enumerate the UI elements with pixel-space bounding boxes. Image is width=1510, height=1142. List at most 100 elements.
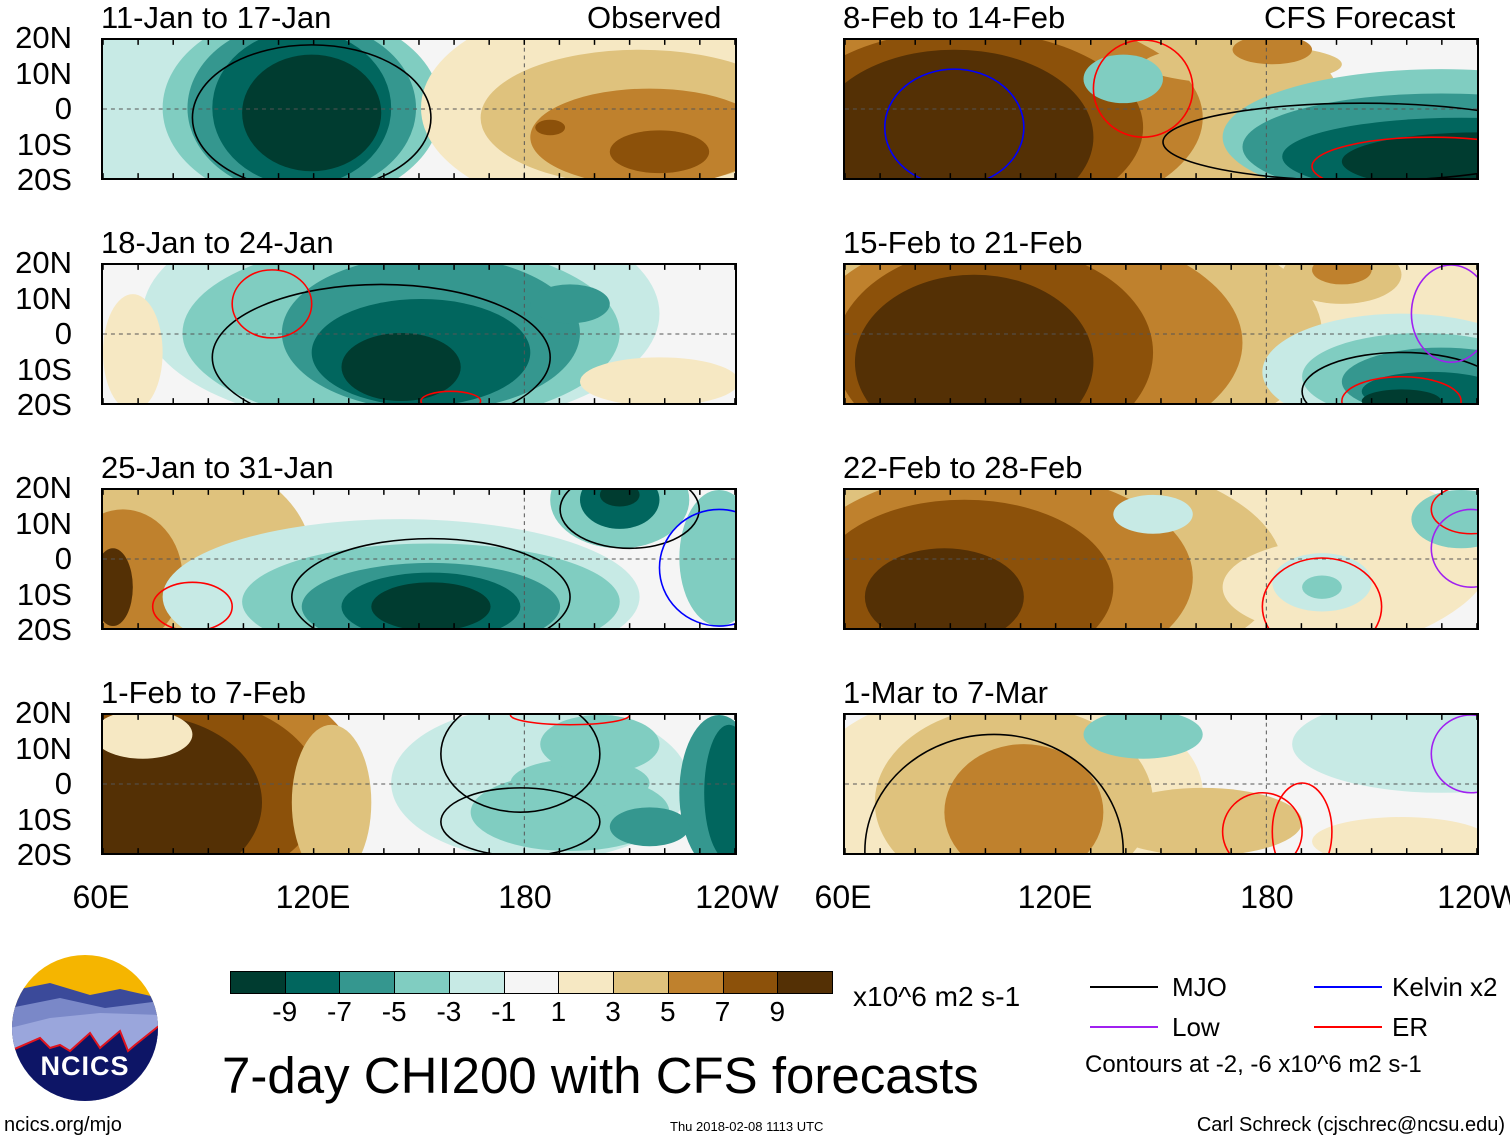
colorbar-label: -5	[381, 996, 407, 1027]
chi200-map	[103, 715, 735, 853]
anomaly-shading	[1341, 132, 1477, 178]
lon-label: 180	[1240, 879, 1294, 915]
lat-label: 0	[54, 91, 72, 126]
anomaly-shading	[609, 130, 710, 174]
anomaly-shading	[1312, 265, 1372, 285]
anomaly-shading	[1113, 494, 1193, 534]
anomaly-shading	[1302, 575, 1342, 599]
low-line-swatch	[1090, 1026, 1158, 1028]
panel-title: 25-Jan to 31-Jan	[101, 450, 334, 485]
kelvin-line-swatch	[1314, 986, 1382, 988]
panel-title: 18-Jan to 24-Jan	[101, 225, 334, 260]
er-contour	[1341, 375, 1462, 403]
chi200-map	[845, 40, 1477, 178]
colorbar-label: -9	[272, 996, 298, 1027]
lon-label: 180	[498, 879, 552, 915]
anomaly-shading	[103, 548, 133, 627]
mjo-contour	[1162, 102, 1477, 178]
lon-label: 120E	[1017, 879, 1093, 915]
anomaly-shading	[1361, 389, 1442, 403]
chi200-map	[845, 715, 1477, 853]
low-contour	[1430, 715, 1477, 794]
anomaly-shading	[1232, 40, 1313, 65]
lat-label: 20N	[15, 470, 72, 505]
map-panel	[101, 713, 737, 855]
colorbar-swatch	[777, 971, 833, 994]
map-panel	[101, 488, 737, 630]
footer-url[interactable]: ncics.org/mjo	[4, 1114, 122, 1136]
lat-label: 10S	[16, 801, 72, 837]
lon-label: 120W	[1437, 879, 1510, 915]
legend-kelvin: Kelvin x2	[1392, 972, 1498, 1002]
anomaly-shading	[944, 744, 1104, 853]
lat-label: 20N	[15, 20, 72, 55]
mjo-contour	[1301, 351, 1477, 403]
panel-title: 1-Feb to 7-Feb	[101, 675, 307, 710]
anomaly-shading	[1312, 817, 1477, 853]
anomaly-shading	[1083, 715, 1203, 759]
anomaly-shading	[1292, 715, 1477, 793]
colorbar-label: -3	[436, 996, 462, 1027]
figure-title: 7-day CHI200 with CFS forecasts	[222, 1047, 979, 1104]
lon-label: 60E	[72, 879, 130, 915]
anomaly-shading	[580, 357, 735, 403]
legend-low: Low	[1172, 1012, 1220, 1042]
lat-label: 10N	[15, 730, 72, 766]
mjo-contour	[191, 44, 432, 178]
lon-label: 120W	[695, 879, 779, 915]
lon-label: 60E	[814, 879, 872, 915]
lat-label: 0	[54, 766, 72, 801]
observed-label: Observed	[587, 0, 722, 35]
anomaly-shading	[679, 490, 735, 627]
colorbar-swatch	[722, 971, 779, 994]
er-contour	[1221, 791, 1303, 853]
colorbar-swatch	[284, 971, 341, 994]
er-contour	[1271, 782, 1333, 853]
ncics-logo: NCICS	[10, 953, 160, 1103]
map-panel	[843, 263, 1479, 405]
lat-label: 20S	[16, 837, 72, 872]
legend-er: ER	[1392, 1012, 1429, 1042]
lat-label: 20S	[16, 612, 72, 647]
contours-note: Contours at -2, -6 x10^6 m2 s-1	[1085, 1051, 1422, 1078]
lat-label: 20N	[15, 695, 72, 730]
anomaly-shading	[579, 490, 660, 529]
colorbar-label: 7	[714, 996, 731, 1027]
chi200-map	[845, 265, 1477, 403]
footer-timestamp: Thu 2018-02-08 1113 UTC	[670, 1119, 824, 1134]
lat-label: 20N	[15, 245, 72, 280]
colorbar-swatch	[503, 971, 560, 994]
colorbar-label: -1	[491, 996, 517, 1027]
colorbar-label: 1	[550, 996, 567, 1027]
anomaly-shading	[845, 49, 1094, 178]
forecast-label: CFS Forecast	[1264, 0, 1456, 35]
lat-label: 10S	[16, 351, 72, 387]
lat-label: 20S	[16, 387, 72, 422]
lat-label: 10S	[16, 576, 72, 612]
chi200-map	[103, 265, 735, 403]
logo-text: NCICS	[40, 1051, 129, 1081]
lat-label: 10N	[15, 280, 72, 316]
mjo-contour	[291, 537, 571, 628]
mjo-contour	[864, 733, 1124, 853]
colorbar-swatch	[448, 971, 505, 994]
colorbar-swatch	[230, 971, 286, 994]
anomaly-shading	[535, 119, 566, 136]
map-panel	[843, 38, 1479, 180]
er-contour	[1261, 557, 1383, 628]
colorbar-swatch	[667, 971, 724, 994]
anomaly-shading	[103, 715, 193, 759]
map-panel	[843, 713, 1479, 855]
colorbar-label: -7	[327, 996, 352, 1027]
kelvin-contour	[658, 508, 735, 627]
footer-credit: Carl Schreck (cjschrec@ncsu.edu)	[1196, 1114, 1505, 1136]
er-contour	[1430, 490, 1477, 535]
mjo-line-swatch	[1090, 986, 1158, 988]
er-contour	[420, 390, 482, 403]
er-contour	[509, 715, 631, 726]
mjo-contour	[440, 715, 601, 813]
mjo-contour	[211, 283, 551, 403]
anomaly-shading	[242, 54, 382, 172]
map-panel	[101, 263, 737, 405]
low-contour	[1430, 508, 1477, 588]
